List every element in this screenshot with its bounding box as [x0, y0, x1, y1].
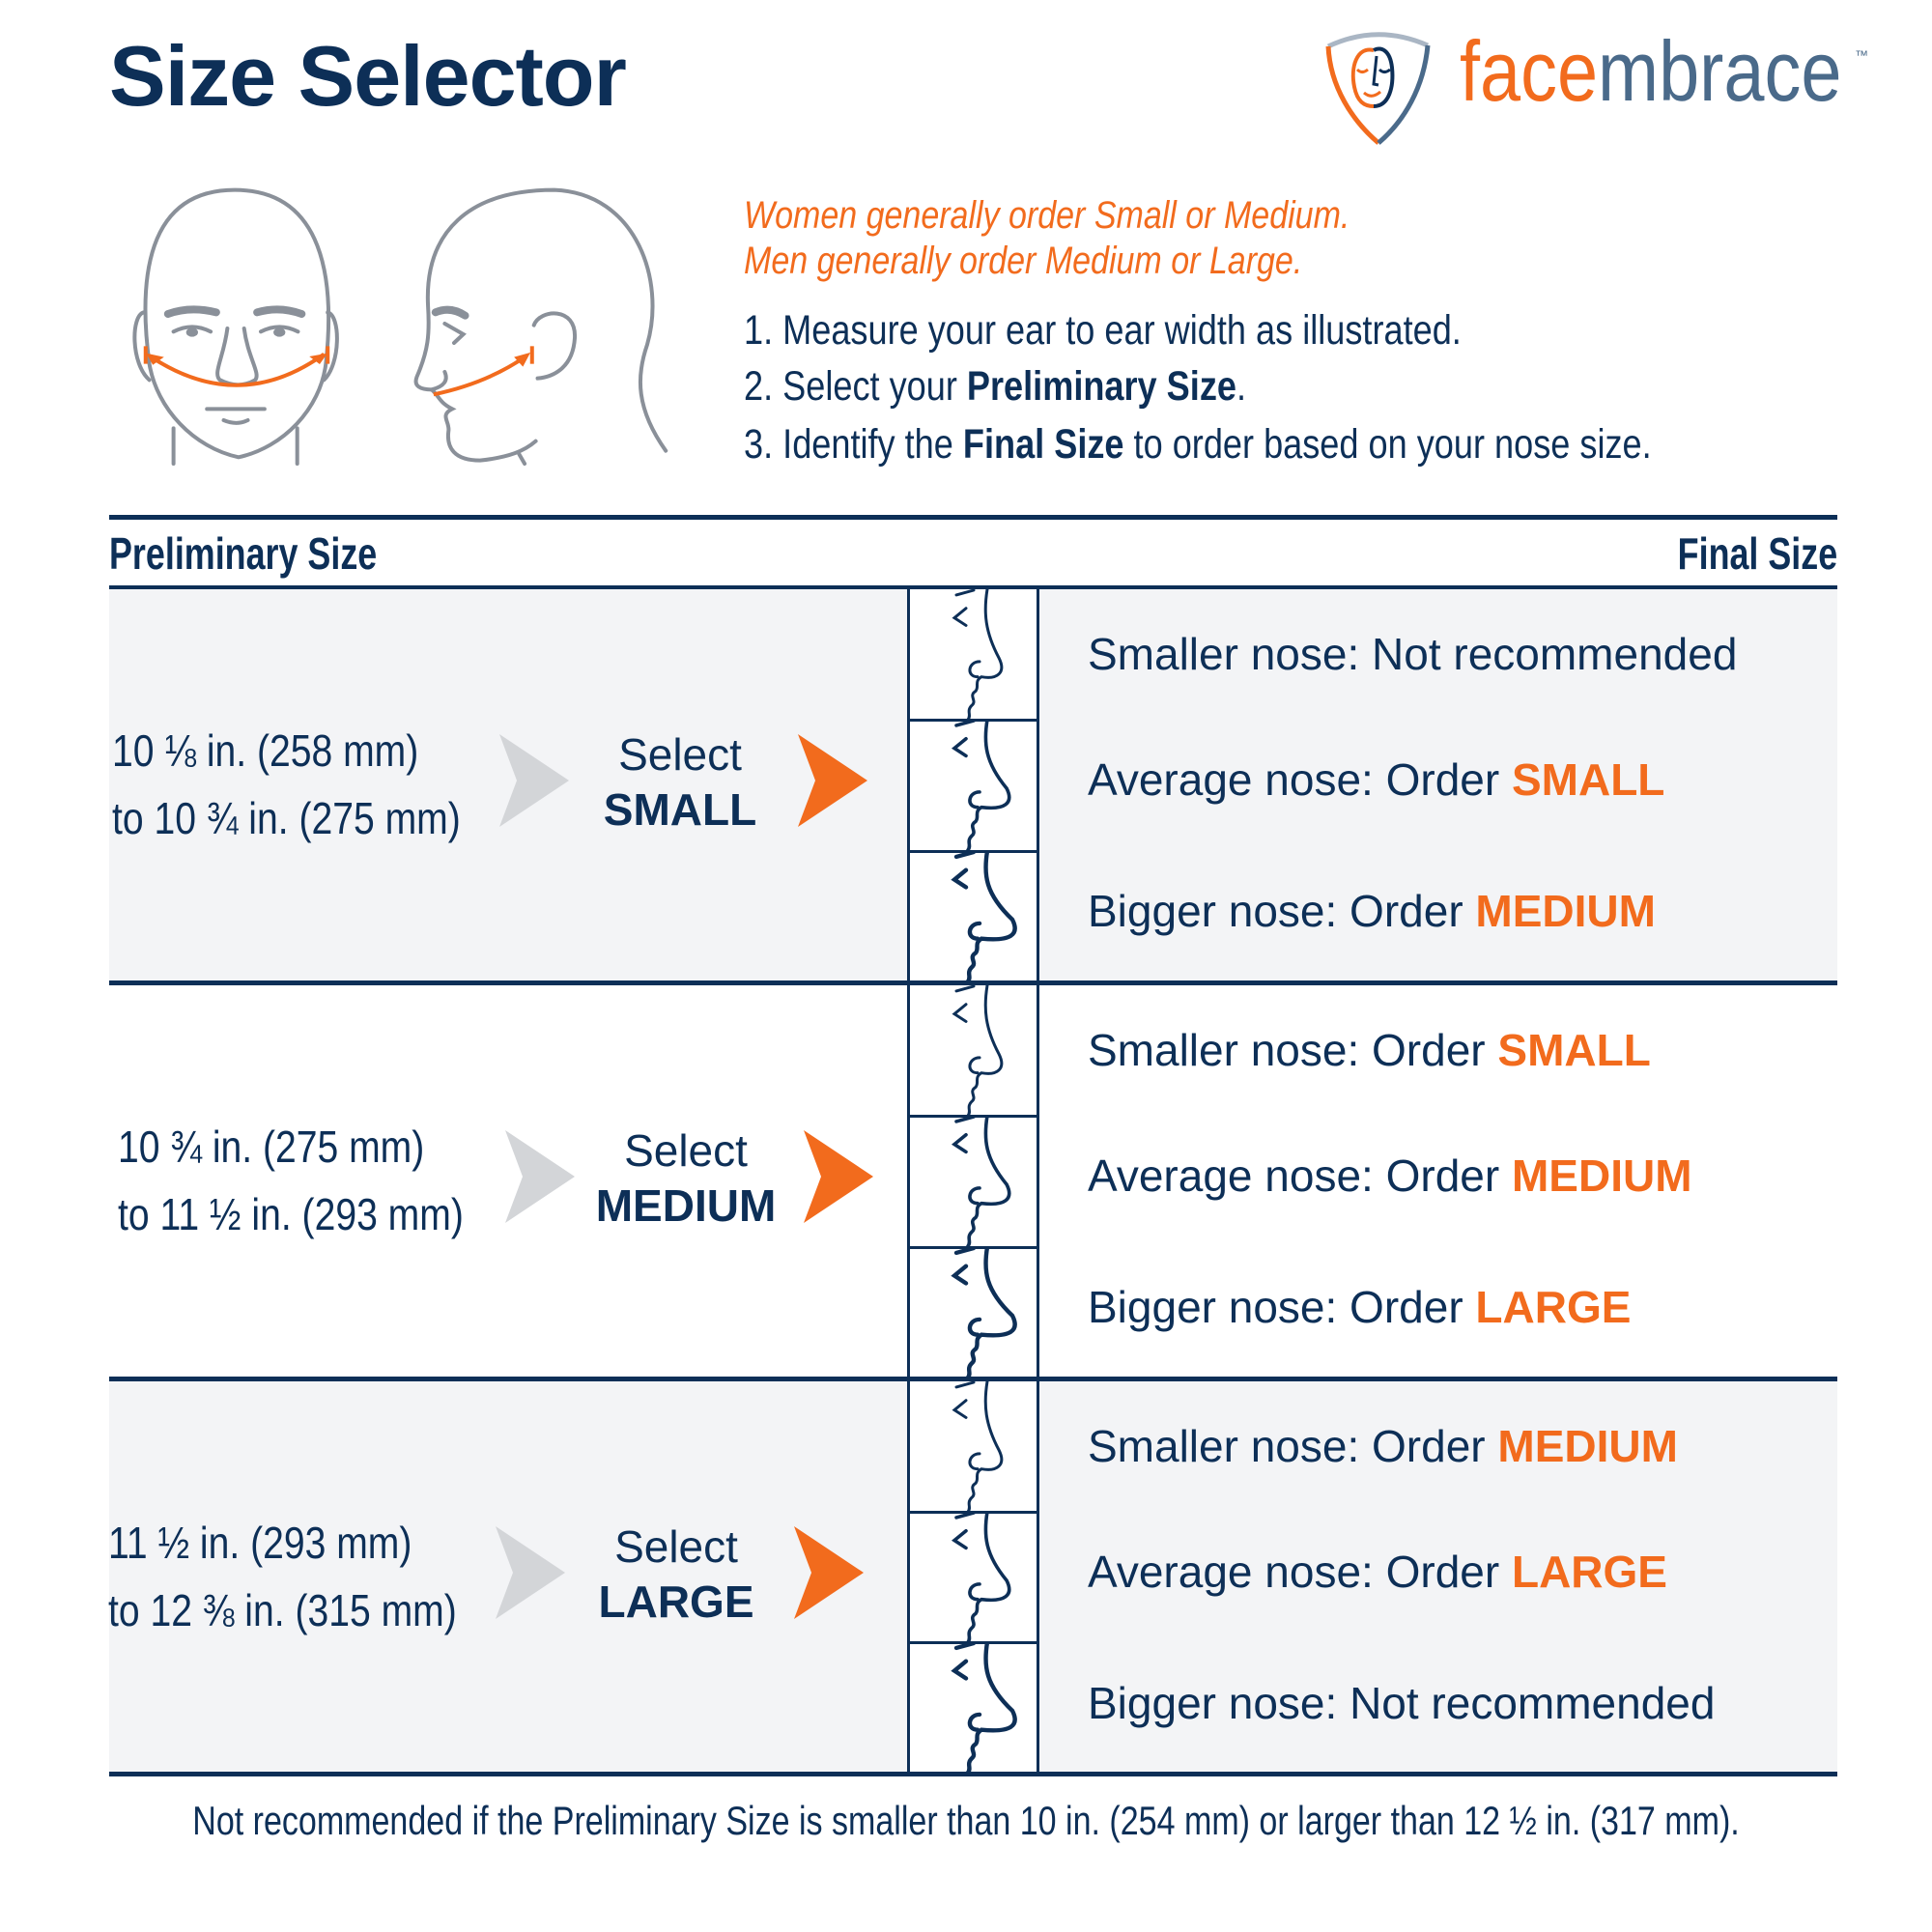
divider	[109, 585, 1837, 589]
nose-size-label: Smaller nose: Order	[1088, 1421, 1498, 1471]
header-preliminary-size: Preliminary Size	[109, 528, 378, 579]
nose-profile-icon	[951, 850, 1017, 981]
trademark: ™	[1855, 47, 1868, 63]
nose-profile-icon	[952, 985, 1004, 1116]
gray-chevron-icon	[496, 1526, 565, 1619]
ear-to-ear-measure-arrow	[146, 346, 327, 384]
range-text: 10 ⅛ in. (258 mm)	[112, 725, 419, 776]
step-2: 2. Select your Preliminary Size.	[744, 366, 1246, 408]
step-text: 1. Measure your ear to ear width as illu…	[744, 307, 1462, 354]
final-size-recommendation: Average nose: Order SMALL	[1088, 757, 1664, 802]
step-bold-term: Final Size	[962, 421, 1124, 468]
nose-size-label: Average nose: Order	[1088, 754, 1512, 805]
divider	[109, 1772, 1837, 1776]
final-size-value: LARGE	[1511, 1547, 1667, 1597]
logo-shield-icon	[1325, 32, 1431, 145]
final-size-recommendation: Bigger nose: Not recommended	[1088, 1681, 1715, 1725]
nose-size-column	[907, 1381, 1039, 1773]
side-face-illustration	[416, 190, 667, 464]
final-size-value: SMALL	[1497, 1025, 1651, 1075]
step-text: 3. Identify the	[744, 421, 963, 468]
nose-profile-icon	[951, 720, 1011, 851]
step-text: 2. Select your	[744, 363, 967, 410]
preliminary-size-label: LARGE	[598, 1577, 754, 1627]
nose-profile-icon	[951, 1512, 1011, 1642]
select-label: Select	[624, 1125, 748, 1176]
face-illustrations	[116, 184, 696, 483]
nose-size-label: Average nose: Order	[1088, 1547, 1512, 1597]
range-text: to 12 ⅜ in. (315 mm)	[108, 1585, 457, 1635]
final-size-recommendation: Average nose: Order LARGE	[1088, 1549, 1667, 1594]
guidance-men: Men generally order Medium or Large.	[744, 240, 1303, 282]
range-text: 10 ¾ in. (275 mm)	[118, 1122, 425, 1172]
final-size-recommendation: Smaller nose: Not recommended	[1088, 632, 1737, 676]
brand-text-mbrace: mbrace	[1598, 23, 1842, 119]
nose-size-label: Bigger nose: Order	[1088, 1282, 1476, 1332]
footer-note: Not recommended if the Preliminary Size …	[192, 1798, 1740, 1843]
nose-size-label: Smaller nose:	[1088, 629, 1373, 679]
guidance-women: Women generally order Small or Medium.	[744, 194, 1350, 237]
final-size-value: MEDIUM	[1475, 886, 1656, 936]
final-size-recommendation: Smaller nose: Order SMALL	[1088, 1028, 1651, 1072]
side-measure-arrow	[434, 346, 532, 394]
nose-size-label: Bigger nose: Order	[1088, 886, 1476, 936]
select-label: Select	[618, 729, 742, 780]
divider	[109, 515, 1837, 520]
gray-chevron-icon	[505, 1130, 575, 1223]
front-face-illustration	[134, 190, 337, 464]
nose-profile-icon	[952, 589, 1004, 720]
step-text: .	[1236, 363, 1247, 410]
page-title: Size Selector	[109, 28, 627, 124]
step-1: 1. Measure your ear to ear width as illu…	[744, 310, 1462, 352]
step-3: 3. Identify the Final Size to order base…	[744, 424, 1652, 466]
select-label: Select	[614, 1521, 738, 1572]
range-text: to 10 ¾ in. (275 mm)	[112, 793, 461, 843]
orange-arrow-icon	[798, 734, 867, 827]
brand-text-face: face	[1460, 23, 1599, 119]
preliminary-size-label: MEDIUM	[595, 1180, 777, 1231]
nose-size-column	[907, 985, 1039, 1378]
divider	[109, 1377, 1837, 1381]
not-recommended-value: Not recommended	[1372, 629, 1738, 679]
final-size-recommendation: Average nose: Order MEDIUM	[1088, 1153, 1692, 1198]
nose-size-label: Average nose: Order	[1088, 1151, 1512, 1201]
nose-size-column	[907, 589, 1039, 981]
nose-profile-icon	[951, 1116, 1011, 1247]
final-size-recommendation: Bigger nose: Order LARGE	[1088, 1285, 1631, 1329]
final-size-value: SMALL	[1511, 754, 1665, 805]
final-size-value: LARGE	[1475, 1282, 1632, 1332]
not-recommended-value: Not recommended	[1350, 1678, 1716, 1728]
preliminary-size-label: SMALL	[603, 784, 757, 835]
nose-profile-icon	[952, 1381, 1004, 1512]
final-size-value: MEDIUM	[1497, 1421, 1678, 1471]
orange-arrow-icon	[804, 1130, 873, 1223]
gray-chevron-icon	[499, 734, 569, 827]
nose-profile-icon	[951, 1246, 1017, 1378]
final-size-recommendation: Smaller nose: Order MEDIUM	[1088, 1424, 1678, 1468]
header-final-size: Final Size	[1677, 528, 1837, 579]
range-text: to 11 ½ in. (293 mm)	[118, 1189, 464, 1239]
divider	[109, 980, 1837, 985]
step-text: to order based on your nose size.	[1123, 421, 1652, 468]
nose-size-label: Smaller nose: Order	[1088, 1025, 1498, 1075]
orange-arrow-icon	[794, 1526, 864, 1619]
step-bold-term: Preliminary Size	[966, 363, 1236, 410]
nose-profile-icon	[951, 1642, 1017, 1773]
final-size-recommendation: Bigger nose: Order MEDIUM	[1088, 889, 1656, 933]
range-text: 11 ½ in. (293 mm)	[108, 1518, 412, 1568]
final-size-value: MEDIUM	[1511, 1151, 1692, 1201]
nose-size-label: Bigger nose:	[1088, 1678, 1350, 1728]
brand-logo-text: facembrace	[1460, 29, 1841, 114]
